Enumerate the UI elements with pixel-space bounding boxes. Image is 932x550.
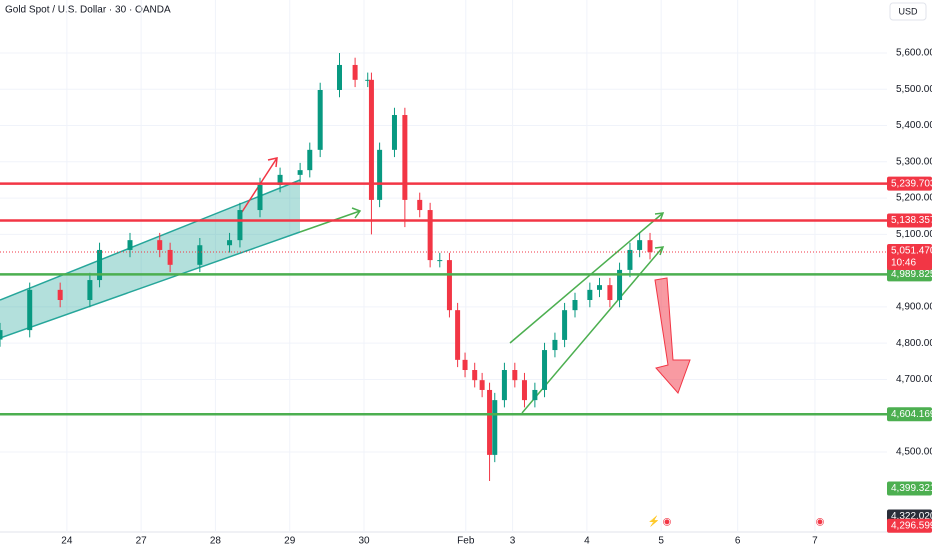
x-tick-label: 5 [658, 536, 664, 547]
x-tick-label: 7 [812, 536, 818, 547]
candle-body [487, 389, 493, 455]
x-tick-label: 29 [284, 536, 296, 547]
candle-body [317, 89, 323, 150]
event-icon[interactable]: ◉ [663, 517, 672, 528]
candle-body [512, 370, 518, 381]
price-label-bg [887, 481, 932, 496]
candle-body [446, 260, 452, 311]
candle-body [437, 260, 443, 262]
price-label: 5,239.703 [891, 178, 932, 189]
arrow-head [654, 246, 665, 256]
event-icon[interactable]: ◉ [816, 517, 825, 528]
candle-body [479, 380, 485, 390]
x-tick-label: 4 [584, 536, 590, 547]
candle-body [87, 280, 93, 301]
x-tick-label: 28 [210, 536, 222, 547]
price-label-bg [887, 213, 932, 228]
candle-body [0, 330, 3, 340]
y-tick-label: 5,100.000 [896, 229, 932, 240]
candle-body [607, 285, 613, 301]
last-price-label: 5,051.470 [891, 246, 932, 257]
price-label: 4,604.169 [891, 409, 932, 420]
candle-body [402, 115, 408, 200]
event-icon[interactable]: ⚡ [648, 515, 660, 528]
candle-body [647, 240, 653, 253]
y-tick-label: 4,700.000 [896, 374, 932, 385]
price-label: 4,399.321 [891, 483, 932, 494]
currency-button[interactable] [889, 2, 927, 21]
arrow-head [351, 207, 362, 219]
candle-body [167, 249, 173, 265]
chart-title: Gold Spot / U.S. Dollar · 30 · OANDA [5, 5, 171, 16]
last-price-bg [887, 243, 932, 270]
y-tick-label: 5,200.000 [896, 193, 932, 204]
candle-body [417, 199, 423, 211]
candle-body [237, 210, 243, 241]
x-tick-label: 3 [510, 536, 516, 547]
candle-body [27, 289, 33, 331]
candle-body [197, 245, 203, 265]
y-tick-label: 5,500.000 [896, 84, 932, 95]
candle-body [501, 370, 507, 401]
candle-body [277, 174, 283, 186]
candle-body [427, 210, 433, 261]
candle-body [637, 240, 643, 250]
candle-body [297, 170, 303, 175]
candle-body [587, 289, 593, 301]
candle-body [391, 115, 397, 150]
currency-label: USD [898, 6, 918, 16]
candle-body [227, 240, 233, 246]
y-tick-label: 4,500.000 [896, 447, 932, 458]
price-label-bg [887, 407, 932, 422]
candle-body [307, 149, 313, 171]
candle-body [562, 310, 568, 340]
price-label-bg [887, 176, 932, 191]
candle-body [365, 79, 371, 81]
candle-body [532, 389, 538, 401]
candle-body [552, 339, 558, 351]
price-label-bg [887, 267, 932, 282]
price-label: 4,322.020 [891, 511, 932, 522]
wedge-line [509, 212, 664, 344]
price-label: 4,989.825 [891, 269, 932, 280]
arrow-head [654, 212, 665, 222]
candle-body [377, 149, 383, 200]
x-tick-label: 24 [61, 536, 73, 547]
price-label: 5,138.357 [891, 215, 932, 226]
x-tick-label: Feb [457, 536, 475, 547]
candle-body [455, 310, 461, 360]
candle-body [492, 400, 498, 455]
candle-body [368, 79, 374, 200]
candle-body [127, 240, 133, 250]
y-tick-label: 4,800.000 [896, 338, 932, 349]
price-label: 4,296.599 [891, 520, 932, 531]
candle-body [521, 380, 527, 401]
candle-body [336, 64, 342, 90]
candle-body [542, 350, 548, 390]
y-tick-label: 5,300.000 [896, 156, 932, 167]
x-tick-label: 6 [735, 536, 741, 547]
y-tick-label: 4,900.000 [896, 302, 932, 313]
y-tick-label: 5,600.000 [896, 48, 932, 59]
arrow-head [267, 157, 278, 168]
candle-body [617, 269, 623, 301]
candle-body [352, 64, 358, 80]
candle-body [597, 285, 603, 290]
x-tick-label: 30 [358, 536, 370, 547]
candle-body [472, 370, 478, 381]
candle-body [157, 240, 163, 250]
candle-body [627, 249, 633, 270]
y-tick-label: 5,400.000 [896, 120, 932, 131]
channel-line [0, 231, 301, 339]
countdown: 10:46 [891, 258, 916, 269]
candle-body [57, 289, 63, 301]
x-tick-label: 27 [136, 536, 148, 547]
price-label-bg [887, 518, 932, 533]
candle-body [572, 300, 578, 311]
down-arrow [654, 277, 691, 394]
candle-body [257, 185, 263, 211]
candle-body [462, 359, 468, 371]
candle-body [97, 249, 103, 281]
